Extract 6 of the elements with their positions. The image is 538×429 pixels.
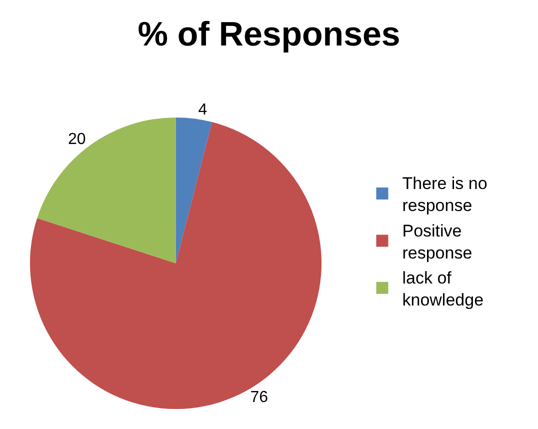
chart-title: % of Responses [138,15,400,54]
legend-label: lack of knowledge [402,268,484,310]
legend-label: There is no response [402,174,488,216]
data-label: 4 [198,102,208,119]
data-label: 20 [68,131,86,148]
data-label: 76 [250,388,268,406]
